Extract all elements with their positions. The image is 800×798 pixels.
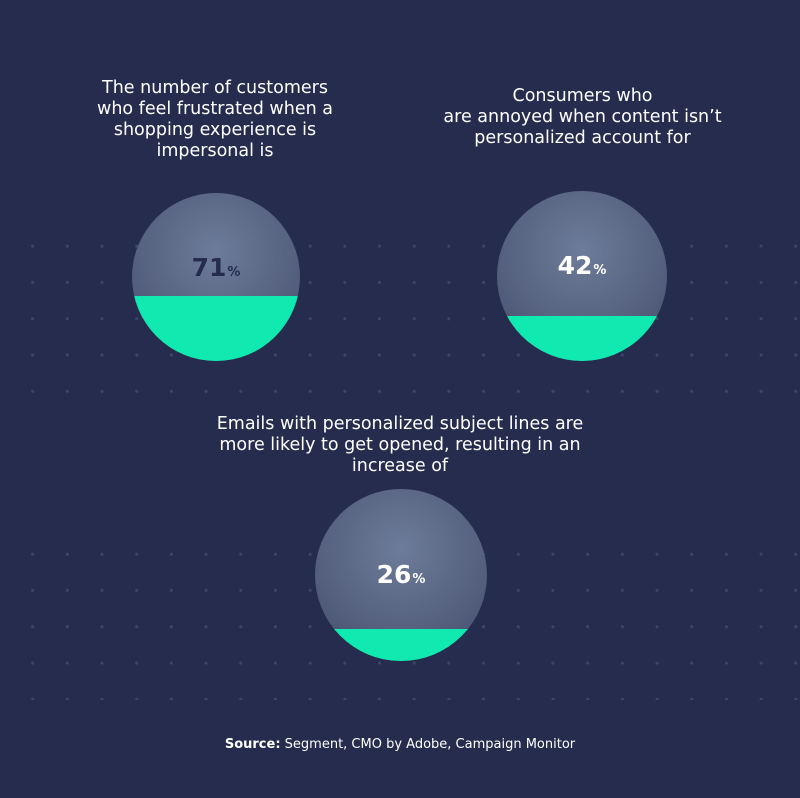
stat-email-circle: 26% xyxy=(315,489,487,661)
stat-annoyed-fill xyxy=(497,316,667,361)
stat-frustrated-unit: % xyxy=(227,265,241,280)
stat-email-number: 26 xyxy=(376,560,412,589)
stat-email-description: Emails with personalized subject lines a… xyxy=(216,414,584,476)
stat-annoyed-value: 42% xyxy=(497,251,667,286)
stat-email-value: 26% xyxy=(315,560,487,595)
stat-frustrated-value: 71% xyxy=(132,253,300,288)
stat-frustrated-circle: 71% xyxy=(132,193,300,361)
source-label: Source: xyxy=(224,737,281,752)
stat-annoyed-description: Consumers who are annoyed when content i… xyxy=(443,86,722,148)
stat-annoyed-unit: % xyxy=(593,263,607,278)
stat-email-unit: % xyxy=(412,572,426,587)
source-text: Segment, CMO by Adobe, Campaign Monitor xyxy=(280,737,576,752)
stat-frustrated-fill xyxy=(132,296,300,361)
source-citation: Source: Segment, CMO by Adobe, Campaign … xyxy=(0,737,800,753)
stat-annoyed-number: 42 xyxy=(557,251,593,280)
dot-pattern-top xyxy=(0,222,800,402)
stat-email-fill xyxy=(315,628,487,661)
stat-annoyed-circle: 42% xyxy=(497,191,667,361)
stat-frustrated-description: The number of customers who feel frustra… xyxy=(97,78,333,161)
stat-frustrated-number: 71 xyxy=(191,253,227,282)
